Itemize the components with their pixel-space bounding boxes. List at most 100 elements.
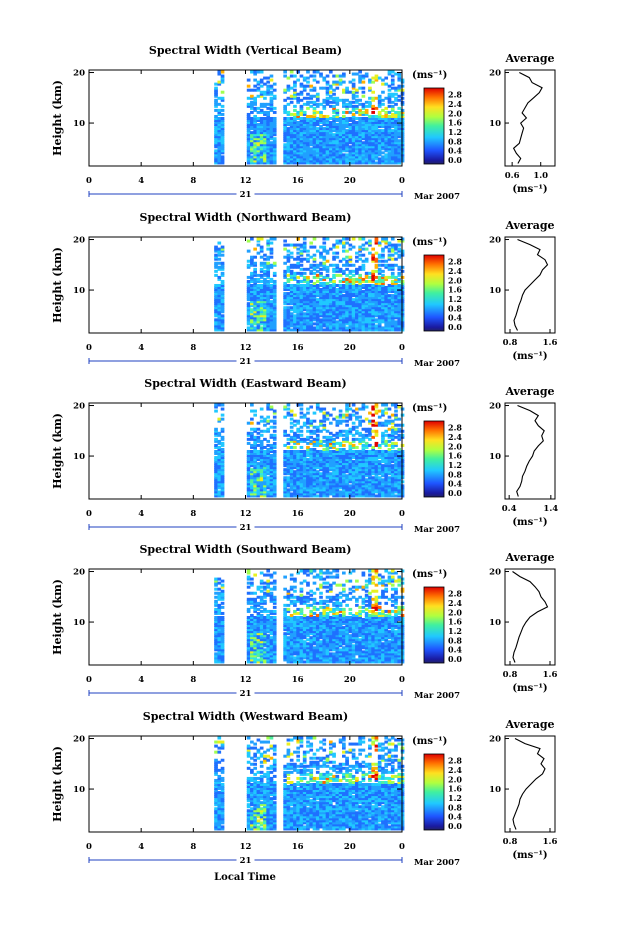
- heatmap-cell: [335, 251, 340, 255]
- heatmap-cell: [309, 470, 314, 474]
- heatmap-cell: [319, 490, 323, 494]
- heatmap-cell: [266, 298, 271, 302]
- heatmap-cell: [377, 490, 382, 494]
- heatmap-cell: [351, 108, 356, 112]
- heatmap-cell: [214, 153, 218, 157]
- heatmap-cell: [250, 286, 254, 290]
- heatmap-cell: [269, 277, 274, 281]
- heatmap-cell: [256, 306, 261, 310]
- heatmap-cell: [361, 312, 366, 316]
- heatmap-cell: [400, 141, 405, 145]
- heatmap-cell: [306, 253, 310, 257]
- heatmap-cell: [214, 583, 218, 587]
- heatmap-cell: [217, 480, 222, 484]
- heatmap-cell: [272, 298, 277, 302]
- heatmap-cell: [364, 294, 369, 298]
- heatmap-cell: [283, 255, 287, 259]
- heatmap-cell: [283, 488, 287, 492]
- heatmap-cell: [364, 318, 369, 322]
- heatmap-cell: [250, 310, 254, 314]
- heatmap-cell: [309, 322, 314, 326]
- heatmap-cell: [256, 88, 261, 92]
- heatmap-cell: [325, 90, 330, 94]
- heatmap-cell: [325, 145, 330, 149]
- heatmap-cell: [400, 129, 405, 133]
- heatmap-cell: [293, 308, 297, 312]
- heatmap-cell: [293, 114, 297, 118]
- heatmap-cell: [371, 482, 376, 486]
- heatmap-cell: [342, 482, 346, 486]
- heatmap-cell: [368, 427, 372, 431]
- heatmap-cell: [342, 157, 346, 161]
- heatmap-cell: [332, 324, 336, 328]
- heatmap-cell: [319, 251, 323, 255]
- heatmap-cell: [269, 283, 274, 287]
- x-tick-label: 0: [86, 343, 92, 353]
- heatmap-cell: [256, 141, 261, 145]
- heatmap-cell: [338, 452, 343, 456]
- heatmap-cell: [293, 462, 297, 466]
- heatmap-cell: [269, 474, 274, 478]
- heatmap-cell: [394, 296, 398, 300]
- heatmap-cell: [368, 484, 372, 488]
- heatmap-cell: [322, 153, 327, 157]
- heatmap-cell: [266, 466, 271, 470]
- heatmap-cell: [322, 267, 327, 271]
- heatmap-cell: [253, 290, 257, 294]
- colorbar-label: 0.8: [448, 136, 462, 146]
- heatmap-cell: [289, 123, 294, 127]
- heatmap-cell: [289, 127, 294, 131]
- heatmap-cell: [309, 94, 314, 98]
- heatmap-cell: [312, 157, 317, 161]
- heatmap-cell: [348, 147, 353, 151]
- heatmap-cell: [332, 283, 336, 287]
- heatmap-cell: [377, 281, 382, 285]
- heatmap-cell: [293, 96, 297, 100]
- heatmap-cell: [394, 324, 398, 328]
- heatmap-cell: [377, 415, 382, 419]
- heatmap-cell: [266, 155, 271, 159]
- heatmap-cell: [315, 92, 320, 96]
- heatmap-cell: [332, 263, 336, 267]
- heatmap-cell: [269, 106, 274, 110]
- heatmap-cell: [269, 96, 274, 100]
- heatmap-cell: [269, 131, 274, 135]
- heatmap-cell: [246, 137, 251, 141]
- heatmap-cell: [390, 108, 395, 112]
- heatmap-cell: [348, 127, 353, 131]
- heatmap-cell: [217, 70, 222, 74]
- heatmap-cell: [390, 104, 395, 108]
- heatmap-cell: [299, 460, 304, 464]
- heatmap-cell: [364, 322, 369, 326]
- heatmap-cell: [381, 454, 385, 458]
- heatmap-cell: [217, 646, 222, 650]
- heatmap-cell: [400, 100, 405, 104]
- heatmap-cell: [299, 403, 304, 407]
- panel-3: Spectral Width (Eastward Beam)0 4 8 12 16 20 0…: [51, 377, 558, 535]
- heatmap-cell: [259, 454, 264, 458]
- heatmap-cell: [293, 104, 297, 108]
- heatmap-cell: [400, 149, 405, 153]
- heatmap-cell: [269, 318, 274, 322]
- heatmap-cell: [335, 131, 340, 135]
- heatmap-cell: [312, 458, 317, 462]
- heatmap-cell: [315, 480, 320, 484]
- heatmap-cell: [338, 135, 343, 139]
- heatmap-cell: [309, 421, 314, 425]
- heatmap-cell: [351, 237, 356, 241]
- heatmap-cell: [351, 161, 356, 165]
- heatmap-cell: [355, 429, 359, 433]
- heatmap-cell: [253, 296, 257, 300]
- heatmap-cell: [293, 119, 297, 123]
- heatmap-cell: [309, 292, 314, 296]
- heatmap-cell: [348, 312, 353, 316]
- heatmap-cell: [342, 104, 346, 108]
- heatmap-cell: [286, 119, 291, 123]
- heatmap-cell: [364, 449, 369, 453]
- heatmap-cell: [296, 318, 301, 322]
- heatmap-cell: [283, 70, 287, 74]
- heatmap-cell: [306, 121, 310, 125]
- heatmap-cell: [283, 294, 287, 298]
- heatmap-cell: [220, 480, 225, 484]
- heatmap-cell: [328, 456, 333, 460]
